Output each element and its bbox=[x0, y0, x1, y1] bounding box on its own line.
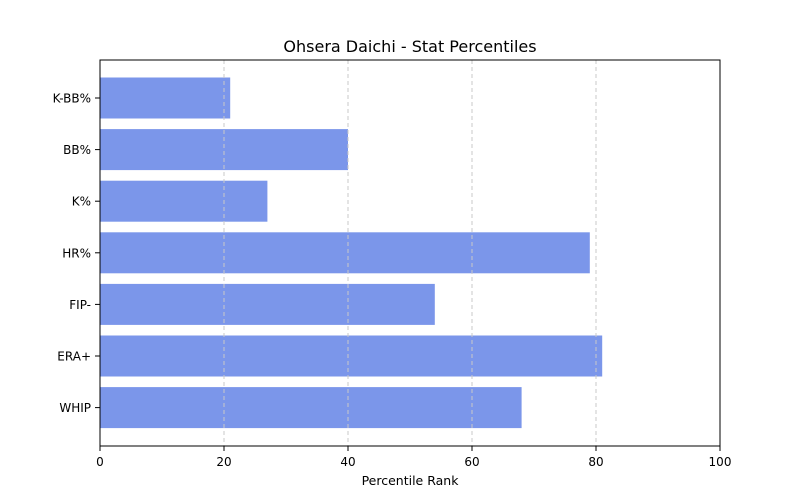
y-tick-label: WHIP bbox=[59, 401, 91, 415]
y-tick-label: K-BB% bbox=[53, 92, 91, 106]
y-tick-label: BB% bbox=[63, 143, 91, 157]
y-tick-label: ERA+ bbox=[57, 350, 91, 364]
y-tick-label: FIP- bbox=[69, 298, 91, 312]
x-tick-label: 40 bbox=[340, 455, 355, 469]
bar bbox=[100, 335, 603, 377]
grid-lines bbox=[223, 60, 597, 446]
x-axis-ticks: 0 20 40 60 80 100 bbox=[96, 446, 731, 469]
bar bbox=[100, 77, 231, 119]
y-tick-label: HR% bbox=[62, 246, 91, 260]
bar bbox=[100, 129, 348, 171]
bar bbox=[100, 283, 435, 325]
y-tick-label: K% bbox=[72, 195, 91, 209]
x-tick-label: 80 bbox=[588, 455, 603, 469]
bar bbox=[100, 232, 590, 274]
bars bbox=[100, 77, 603, 429]
x-tick-label: 60 bbox=[464, 455, 479, 469]
chart-title: Ohsera Daichi - Stat Percentiles bbox=[283, 37, 536, 56]
y-axis-ticks: K-BB% BB% K% HR% FIP- ERA+ WHIP bbox=[53, 92, 100, 415]
x-tick-label: 100 bbox=[709, 455, 732, 469]
x-tick-label: 0 bbox=[96, 455, 104, 469]
x-axis-label: Percentile Rank bbox=[362, 473, 460, 488]
bar bbox=[100, 180, 268, 222]
x-tick-label: 20 bbox=[216, 455, 231, 469]
bar bbox=[100, 387, 522, 429]
